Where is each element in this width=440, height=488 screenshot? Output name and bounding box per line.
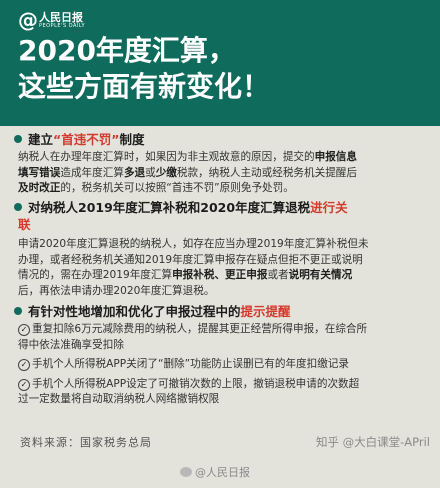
list-item: ✓ 手机个人所得税APP设定了可撤销次数的上限，撤销退税申请的次数超 (18, 377, 430, 393)
check-icon: ✓ (18, 378, 30, 391)
bullet-icon (14, 307, 22, 315)
logo-name: 人民日报 (39, 10, 83, 24)
list-item: ✓ 重复扣除6万元减除费用的纳税人，提醒其更正经营所得申报，在综合所 (18, 322, 430, 338)
check-icon: ✓ (18, 324, 30, 336)
section2-paragraph: 申请2020年度汇算退税的纳税人，如存在应当办理2019年度汇算补税但未 办理，… (18, 238, 369, 297)
section2-heading-cont: 联 (18, 217, 31, 232)
header-banner: @ 人民日报 PEOPLE'S DAILY 2020年度汇算， 这些方面有新变化… (0, 0, 440, 126)
section1-heading: 建立“首违不罚”制度 (14, 131, 144, 148)
check-icon: ✓ (18, 359, 30, 371)
section2-heading: 对纳税人2019年度汇算补税和2020年度汇算退税进行关 (14, 199, 348, 216)
zhihu-watermark: 知乎 @大白课堂-APril (315, 435, 430, 449)
peoples-daily-logo: @ 人民日报 PEOPLE'S DAILY (18, 8, 85, 32)
list-item: ✓ 手机个人所得税APP关闭了“删除”功能防止误删已有的年度扣缴记录 (18, 357, 430, 373)
page-title-line1: 2020年度汇算， (18, 34, 236, 67)
at-icon: @ (18, 8, 38, 32)
section3-list: ✓ 重复扣除6万元减除费用的纳税人，提醒其更正经营所得申报，在综合所 得中依法准确… (18, 322, 430, 408)
weibo-watermark: @人民日报 (180, 464, 250, 480)
logo-subtitle: PEOPLE'S DAILY (39, 22, 86, 29)
page-title-line2: 这些方面有新变化！ (18, 70, 271, 103)
bullet-icon (14, 203, 22, 211)
source-note: 资料来源：国家税务总局 (20, 436, 152, 449)
bullet-icon (14, 135, 22, 143)
section1-paragraph: 纳税人在办理年度汇算时，如果因为非主观故意的原因，提交的申报信息 填写错误造成年… (18, 151, 357, 194)
weibo-icon (180, 467, 192, 477)
section3-heading: 有针对性地增加和优化了申报过程中的提示提醒 (14, 303, 291, 320)
